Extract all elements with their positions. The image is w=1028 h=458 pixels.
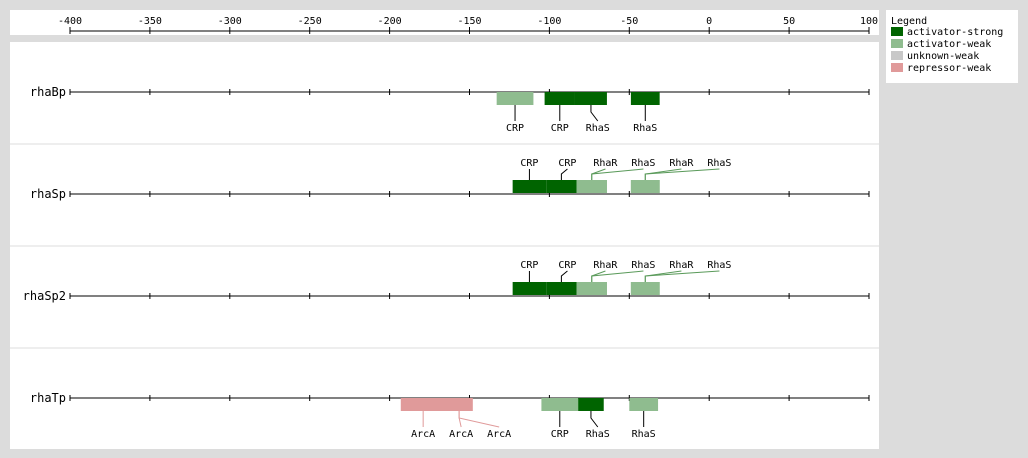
binding-site-activator-strong[interactable] [544,92,575,105]
site-label: ArcA [411,429,435,440]
site-label: RhaS [586,123,610,134]
site-leader-line [644,270,720,282]
binding-site-activator-strong[interactable] [574,92,607,105]
binding-site-activator-strong[interactable] [578,398,604,411]
binding-site-activator-weak[interactable] [630,282,660,295]
promoter-name: rhaTp [30,391,66,405]
binding-site-activator-weak[interactable] [541,398,579,411]
axis-tick-label: -300 [218,16,242,27]
legend-swatch [891,63,903,72]
site-label: RhaR [593,158,618,169]
binding-site-activator-weak[interactable] [576,180,607,193]
binding-site-activator-weak[interactable] [576,282,607,295]
binding-site-activator-weak[interactable] [629,398,659,411]
site-label: CRP [520,158,538,169]
legend: Legend activator-strongactivator-weakunk… [886,10,1018,83]
legend-items: activator-strongactivator-weakunknown-we… [891,27,1003,74]
site-leader-line [591,168,644,180]
promoter-tracks: rhaBp CRP CRP RhaS RhaS rhaSp CRP CRP RhaR RhaS Rh… [10,85,879,440]
axis-tick-label: 0 [706,16,712,27]
promoter-track: rhaSp CRP CRP RhaR RhaS RhaR RhaS [10,143,879,201]
site-label: CRP [558,260,576,271]
site-label: RhaS [707,158,731,169]
site-label: RhaS [586,429,610,440]
site-leader-line [560,270,568,282]
site-label: RhaS [632,429,656,440]
site-label: CRP [551,123,569,134]
site-label: RhaS [631,158,655,169]
legend-swatch [891,51,903,60]
legend-label: activator-strong [907,27,1003,38]
binding-site-repressor-weak[interactable] [445,398,473,411]
binding-site-repressor-weak[interactable] [400,398,446,411]
axis-tick-label: 50 [783,16,795,27]
axis-tick-label: -50 [620,16,638,27]
promoter-name: rhaSp [30,187,66,201]
site-leader-line [591,270,644,282]
site-label: CRP [551,429,569,440]
binding-site-activator-weak[interactable] [496,92,534,105]
site-label: CRP [520,260,538,271]
promoter-track: rhaBp CRP CRP RhaS RhaS [30,85,870,134]
axis-tick-label: 100 [860,16,878,27]
legend-label: repressor-weak [907,63,991,74]
axis-tick-label: -250 [298,16,322,27]
binding-site-activator-strong[interactable] [512,282,547,295]
promoter-track: rhaTp ArcA ArcA ArcA CRP RhaS RhaS [10,347,879,440]
binding-site-activator-weak[interactable] [630,180,660,193]
site-label: RhaS [707,260,731,271]
site-leader-line [590,411,599,428]
site-leader-line [458,411,500,428]
position-axis: -400 -350 -300 -250 -200 -150 -100 -50 0 50 100 [58,16,878,34]
binding-site-activator-strong[interactable] [512,180,547,193]
legend-box [886,10,1018,83]
site-label: CRP [506,123,524,134]
binding-site-activator-strong[interactable] [630,92,660,105]
binding-site-activator-strong[interactable] [546,180,577,193]
legend-label: unknown-weak [907,51,979,62]
axis-tick-label: -200 [378,16,402,27]
axis-tick-label: -150 [457,16,481,27]
site-leader-line [590,105,599,122]
site-label: RhaR [593,260,618,271]
legend-title: Legend [891,16,927,27]
site-label: RhaS [631,260,655,271]
site-label: ArcA [449,429,473,440]
site-label: RhaR [669,260,694,271]
promoter-name: rhaBp [30,85,66,99]
legend-label: activator-weak [907,39,991,50]
axis-tick-label: -100 [537,16,561,27]
legend-swatch [891,27,903,36]
site-leader-line [560,168,568,180]
site-label: RhaR [669,158,694,169]
legend-swatch [891,39,903,48]
site-leader-line [644,168,720,180]
promoter-name: rhaSp2 [23,289,66,303]
site-label: CRP [558,158,576,169]
site-label: RhaS [633,123,657,134]
axis-tick-label: -400 [58,16,82,27]
site-label: ArcA [487,429,511,440]
axis-tick-label: -350 [138,16,162,27]
promoter-track: rhaSp2 CRP CRP RhaR RhaS RhaR RhaS [10,245,879,303]
binding-site-activator-strong[interactable] [546,282,577,295]
